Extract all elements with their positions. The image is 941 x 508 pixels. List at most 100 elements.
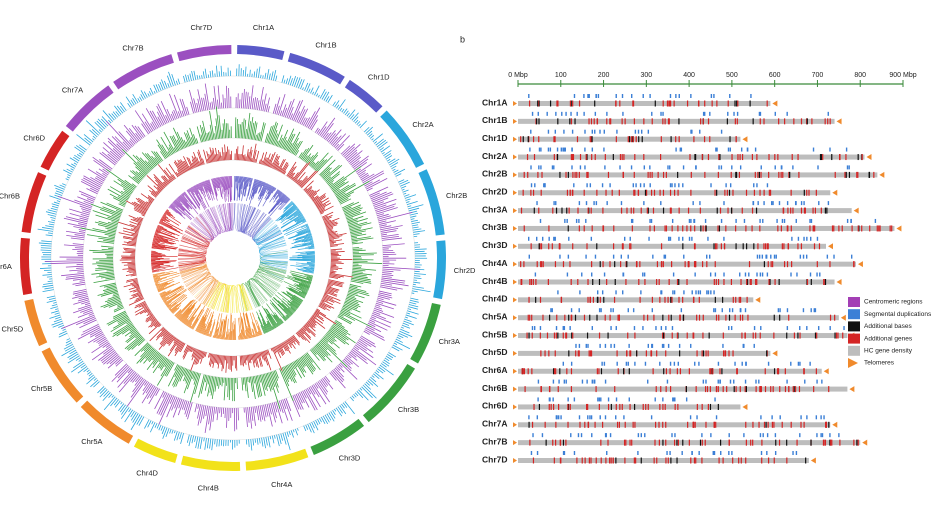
duplication-tick	[565, 111, 567, 116]
duplication-tick	[674, 433, 676, 438]
feature-tick	[767, 243, 769, 250]
chromosome-bar	[518, 297, 754, 303]
feature-tick	[553, 457, 555, 464]
feature-tick	[632, 100, 635, 107]
duplication-tick	[810, 218, 813, 223]
feature-tick	[549, 314, 551, 321]
feature-tick	[763, 118, 765, 125]
feature-tick	[639, 296, 641, 303]
feature-tick	[576, 457, 578, 464]
feature-tick	[552, 439, 554, 446]
duplication-tick	[541, 236, 544, 241]
feature-tick	[636, 350, 638, 357]
feature-tick	[702, 350, 705, 357]
duplication-tick	[679, 147, 682, 152]
feature-tick	[598, 279, 601, 285]
feature-tick	[878, 225, 880, 232]
feature-tick	[709, 403, 712, 410]
duplication-tick	[669, 236, 672, 241]
duplication-tick	[631, 94, 633, 98]
feature-tick	[647, 171, 649, 178]
duplication-tick	[655, 326, 657, 331]
feature-tick	[771, 421, 773, 428]
feature-tick	[539, 243, 541, 250]
feature-tick	[735, 171, 738, 178]
ring-track	[350, 352, 397, 402]
feature-tick	[708, 332, 710, 339]
feature-tick	[610, 118, 612, 125]
ring-track	[411, 242, 431, 294]
duplication-tick	[586, 379, 588, 384]
duplication-tick	[802, 308, 805, 313]
ring-track	[134, 301, 162, 335]
feature-tick	[797, 154, 799, 161]
feature-tick	[696, 403, 698, 410]
feature-tick	[536, 261, 538, 268]
ring-track	[281, 75, 333, 103]
feature-tick	[568, 207, 570, 214]
feature-tick	[520, 261, 522, 268]
feature-tick	[567, 403, 570, 410]
feature-tick	[564, 314, 566, 321]
feature-tick	[808, 189, 810, 196]
feature-tick	[588, 207, 590, 214]
feature-tick	[610, 457, 612, 464]
chromosome-arc	[245, 448, 309, 471]
ring-track	[99, 120, 146, 166]
feature-tick	[535, 279, 537, 285]
feature-tick	[769, 189, 772, 196]
duplication-tick	[536, 451, 539, 455]
feature-tick	[830, 439, 832, 446]
feature-tick	[539, 332, 541, 339]
feature-tick	[528, 296, 530, 303]
feature-tick	[568, 314, 570, 321]
feature-tick	[694, 243, 696, 250]
feature-tick	[562, 261, 565, 268]
duplication-tick	[693, 218, 695, 223]
duplication-tick	[550, 308, 552, 313]
feature-tick	[556, 154, 559, 161]
duplication-tick	[720, 129, 723, 134]
duplication-tick	[551, 165, 554, 170]
feature-tick	[746, 243, 748, 250]
duplication-tick	[682, 165, 685, 170]
feature-tick	[537, 100, 540, 107]
feature-tick	[831, 439, 833, 446]
duplication-tick	[731, 308, 734, 313]
feature-tick	[610, 403, 612, 410]
feature-tick	[590, 118, 593, 125]
duplication-tick	[530, 165, 532, 170]
ring-track	[159, 285, 188, 314]
chromosome-label: Chr4B	[482, 276, 508, 286]
feature-tick	[642, 403, 644, 410]
feature-tick	[665, 171, 667, 178]
feature-tick	[559, 457, 562, 464]
feature-tick	[622, 243, 624, 250]
feature-tick	[687, 261, 690, 268]
feature-tick	[704, 386, 707, 393]
duplication-tick	[728, 433, 730, 438]
circos-plot: Chr1AChr1BChr1DChr2AChr2BChr2DChr3AChr3B…	[0, 23, 476, 493]
duplication-tick	[570, 308, 573, 313]
ring-track	[89, 245, 115, 283]
duplication-tick	[573, 94, 576, 98]
feature-tick	[736, 100, 738, 107]
feature-tick	[555, 332, 557, 339]
ring-track	[369, 186, 413, 241]
chromosome-arc	[344, 79, 383, 113]
duplication-tick	[606, 111, 608, 116]
feature-tick	[581, 457, 583, 464]
feature-tick	[609, 314, 611, 321]
duplication-tick	[607, 397, 610, 402]
feature-tick	[728, 314, 731, 321]
feature-tick	[635, 261, 638, 268]
feature-tick	[533, 403, 535, 410]
feature-tick	[605, 189, 607, 196]
duplication-tick	[803, 236, 805, 241]
legend-label: Segmental duplications	[864, 311, 932, 318]
duplication-tick	[594, 254, 597, 259]
duplication-tick	[699, 290, 702, 295]
duplication-tick	[559, 254, 561, 259]
feature-tick	[633, 207, 635, 214]
duplication-tick	[691, 451, 693, 455]
